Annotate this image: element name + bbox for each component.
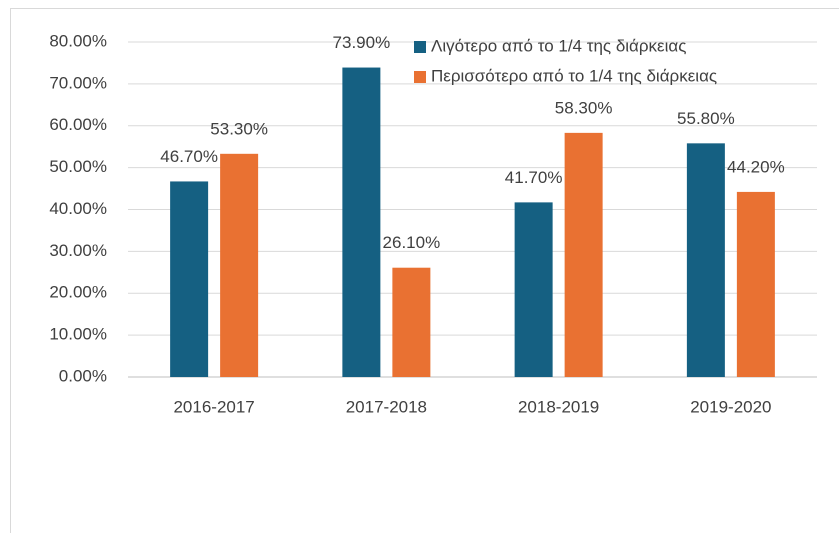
data-label: 58.30% [555,98,613,117]
data-label: 44.20% [727,157,785,176]
data-label: 73.90% [333,33,391,52]
x-tick-label: 2017-2018 [346,397,427,416]
bar [564,132,603,377]
legend-label: Περισσότερο από το 1/4 της διάρκειας [431,66,717,85]
y-tick-label: 80.00% [49,31,107,50]
bar [686,143,725,377]
data-label: 55.80% [677,109,735,128]
y-tick-label: 30.00% [49,241,107,260]
y-tick-label: 40.00% [49,199,107,218]
y-tick-label: 60.00% [49,115,107,134]
legend-label: Λιγότερο από το 1/4 της διάρκειας [431,36,686,55]
bar [342,67,381,377]
y-tick-label: 20.00% [49,283,107,302]
x-tick-label: 2019-2020 [690,397,771,416]
data-label: 53.30% [210,119,268,138]
data-label: 46.70% [160,147,218,166]
y-tick-label: 50.00% [49,157,107,176]
data-label: 41.70% [505,168,563,187]
y-tick-label: 0.00% [59,366,107,385]
data-label: 26.10% [383,233,441,252]
y-tick-label: 70.00% [49,73,107,92]
bar [170,181,209,377]
x-tick-label: 2018-2019 [518,397,599,416]
bar [514,202,553,377]
chart-border [10,8,839,533]
legend-swatch [414,41,426,53]
bar [220,153,259,377]
bar [736,191,775,377]
y-tick-label: 10.00% [49,325,107,344]
legend-swatch [414,71,426,83]
x-tick-label: 2016-2017 [173,397,254,416]
bar [392,267,431,377]
